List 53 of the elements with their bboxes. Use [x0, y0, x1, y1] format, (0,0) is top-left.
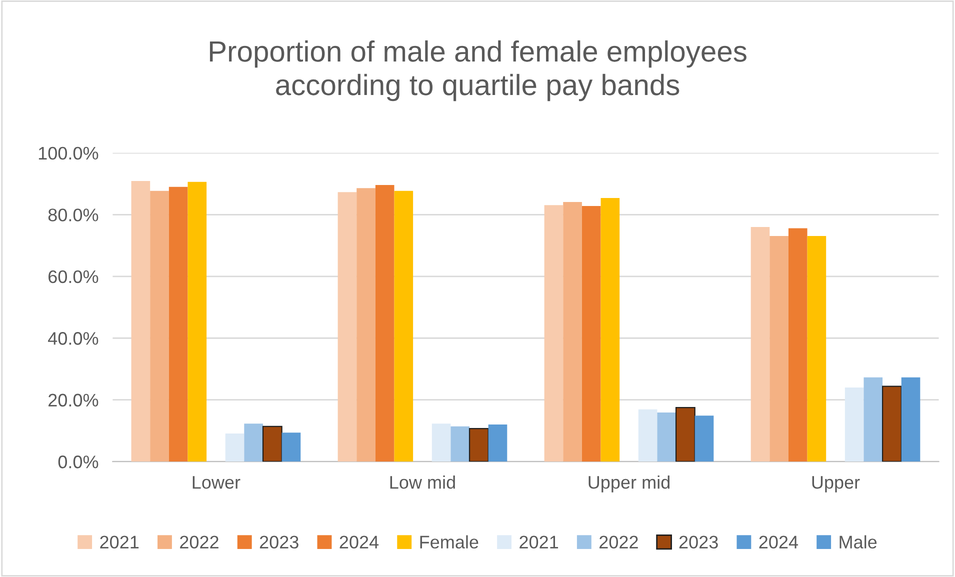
legend-label: 2022	[600, 536, 638, 549]
bar	[600, 198, 620, 462]
bar	[150, 190, 169, 462]
legend-label: 2021	[520, 536, 558, 549]
y-tick-label: 0.0%	[58, 456, 98, 468]
bar	[675, 407, 696, 462]
bar	[468, 428, 489, 462]
bar	[750, 226, 770, 462]
bar	[488, 424, 508, 462]
bar	[188, 182, 207, 462]
chart-title: Proportion of male and female employees according to quartile pay bands	[210, 40, 746, 102]
bar	[788, 228, 808, 462]
bar	[882, 386, 902, 462]
x-tick-label: Upper mid	[588, 475, 670, 492]
bar	[864, 377, 883, 462]
bar	[450, 426, 470, 462]
x-tick-label: Lower	[192, 476, 240, 489]
bar	[262, 426, 282, 462]
bar	[225, 434, 244, 462]
bar	[638, 409, 658, 462]
bar	[544, 205, 564, 462]
bar	[807, 236, 826, 462]
bar	[694, 416, 714, 462]
y-tick-label: 100.0%	[38, 146, 98, 160]
bar	[563, 202, 582, 462]
legend-label: 2021	[100, 536, 139, 549]
bar	[282, 432, 301, 462]
bar	[657, 412, 676, 462]
bar	[356, 188, 376, 462]
bar	[168, 186, 188, 462]
legend-label: 2022	[180, 536, 218, 549]
bar	[770, 236, 788, 462]
bar	[844, 388, 864, 462]
bar	[244, 424, 263, 462]
bar	[901, 377, 920, 462]
bar	[338, 192, 357, 462]
bar	[432, 424, 451, 462]
x-tick-label: Upper	[812, 476, 860, 492]
legend-label: Female	[420, 535, 478, 549]
legend-label: 2023	[260, 536, 298, 549]
legend-label: 2024	[759, 536, 798, 549]
legend-label: 2023	[679, 536, 718, 549]
y-tick-label: 20.0%	[48, 394, 98, 407]
bar	[582, 206, 601, 462]
x-tick-label: Low mid	[390, 475, 455, 489]
bar	[394, 190, 414, 462]
bar	[131, 180, 150, 462]
bar	[375, 185, 394, 462]
legend-label: 2024	[340, 536, 379, 549]
y-tick-label: 80.0%	[48, 208, 98, 222]
y-tick-label: 40.0%	[48, 332, 98, 345]
y-tick-label: 60.0%	[48, 270, 98, 284]
legend-label: Male	[840, 535, 877, 549]
